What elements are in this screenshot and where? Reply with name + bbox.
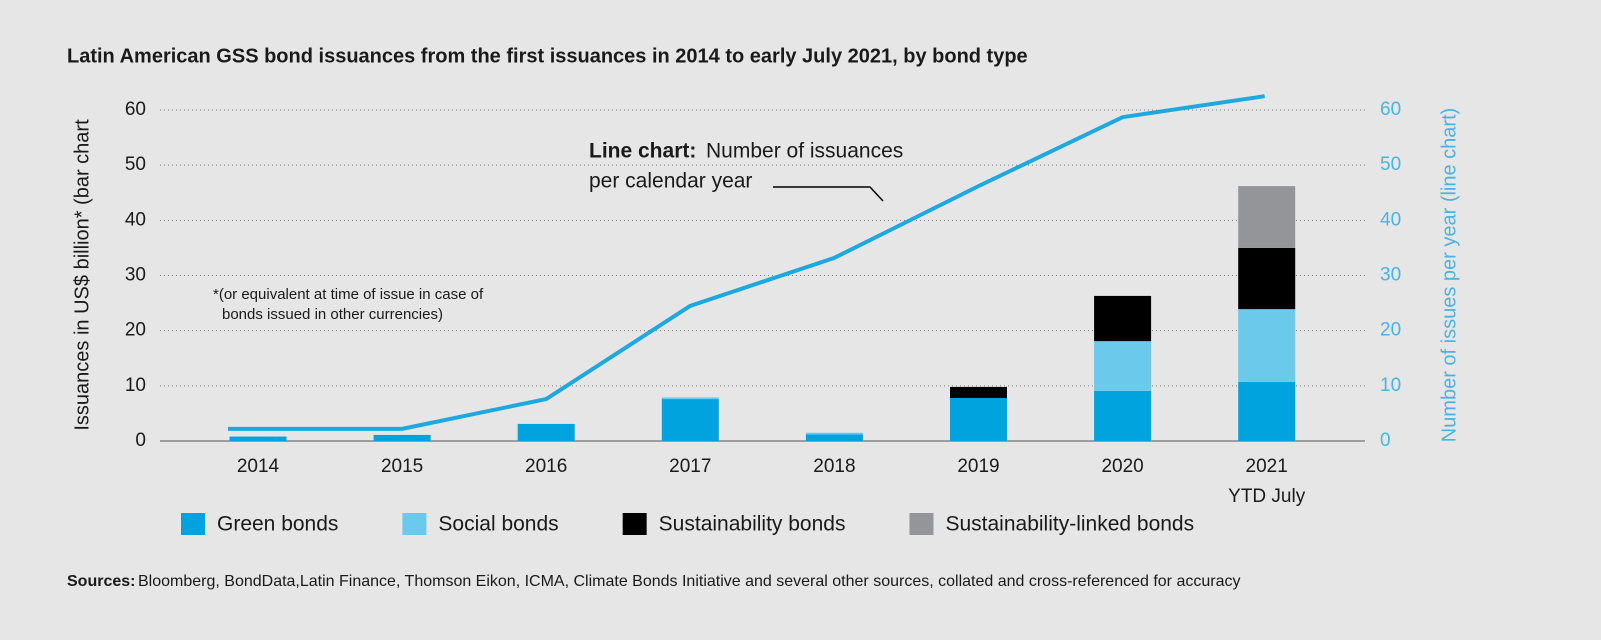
source-text: Bloomberg, BondData,Latin Finance, Thoms…: [138, 573, 1240, 590]
legend-swatch: [909, 513, 934, 535]
bar: [373, 434, 431, 441]
footnote: bonds issued in other currencies): [222, 306, 443, 323]
legend-label: Green bonds: [217, 513, 338, 536]
y-tick-label: 60: [125, 99, 146, 120]
legend-swatch: [622, 513, 647, 535]
x-tick-label: 2021: [1246, 456, 1288, 477]
y-tick-label: 30: [125, 265, 146, 286]
bar: [517, 423, 575, 441]
x-tick-note: YTD July: [1228, 486, 1306, 507]
y-tick-label: 10: [125, 375, 146, 396]
y2-tick-label: 60: [1380, 99, 1401, 120]
y2-tick-label: 20: [1380, 320, 1401, 341]
bar: [1238, 381, 1296, 441]
y-tick-label: 20: [125, 320, 146, 341]
bar: [1238, 186, 1296, 248]
chart-title: Latin American GSS bond issuances from t…: [67, 45, 1028, 67]
bar: [229, 436, 287, 441]
x-tick-label: 2015: [381, 456, 423, 477]
annotation-text: Number of issuances: [706, 140, 903, 163]
x-tick-label: 2020: [1101, 456, 1143, 477]
y-tick-label: 0: [135, 430, 146, 451]
annotation-bold: Line chart:: [589, 140, 696, 163]
bar: [661, 399, 719, 441]
x-tick-label: 2017: [669, 456, 711, 477]
source-label: Sources:: [67, 573, 135, 590]
y-axis-title: Issuances in US$ billion* (bar chart: [71, 119, 93, 431]
y-tick-label: 40: [125, 209, 146, 230]
y2-tick-label: 40: [1380, 209, 1401, 230]
bar: [1094, 390, 1152, 441]
annotation-text: per calendar year: [589, 170, 752, 193]
y2-tick-label: 10: [1380, 375, 1401, 396]
bar: [1238, 247, 1296, 310]
y2-axis-title: Number of issues per year (line chart): [1438, 108, 1460, 443]
legend-swatch: [181, 513, 205, 535]
bar: [950, 386, 1007, 398]
y2-tick-label: 0: [1380, 430, 1391, 451]
line: [258, 94, 1265, 431]
y2-tick-label: 50: [1380, 154, 1401, 175]
x-tick-label: 2019: [957, 456, 999, 477]
bar: [950, 397, 1007, 441]
y-tick-label: 50: [125, 154, 146, 175]
x-tick-label: 2014: [237, 456, 280, 477]
bar: [1094, 295, 1152, 342]
bar: [805, 434, 863, 441]
bar: [661, 397, 719, 400]
legend-label: Social bonds: [438, 513, 558, 536]
bar: [805, 432, 863, 435]
legend-label: Sustainability bonds: [659, 513, 846, 536]
legend-swatch: [402, 513, 427, 535]
footnote: *(or equivalent at time of issue in case…: [213, 286, 484, 303]
x-tick-label: 2016: [525, 456, 567, 477]
y2-tick-label: 30: [1380, 265, 1401, 286]
bar: [1094, 341, 1152, 391]
x-tick-label: 2018: [813, 456, 855, 477]
legend-label: Sustainability-linked bonds: [945, 513, 1194, 536]
bar: [1238, 309, 1296, 382]
annotation-pointer: [773, 186, 884, 202]
